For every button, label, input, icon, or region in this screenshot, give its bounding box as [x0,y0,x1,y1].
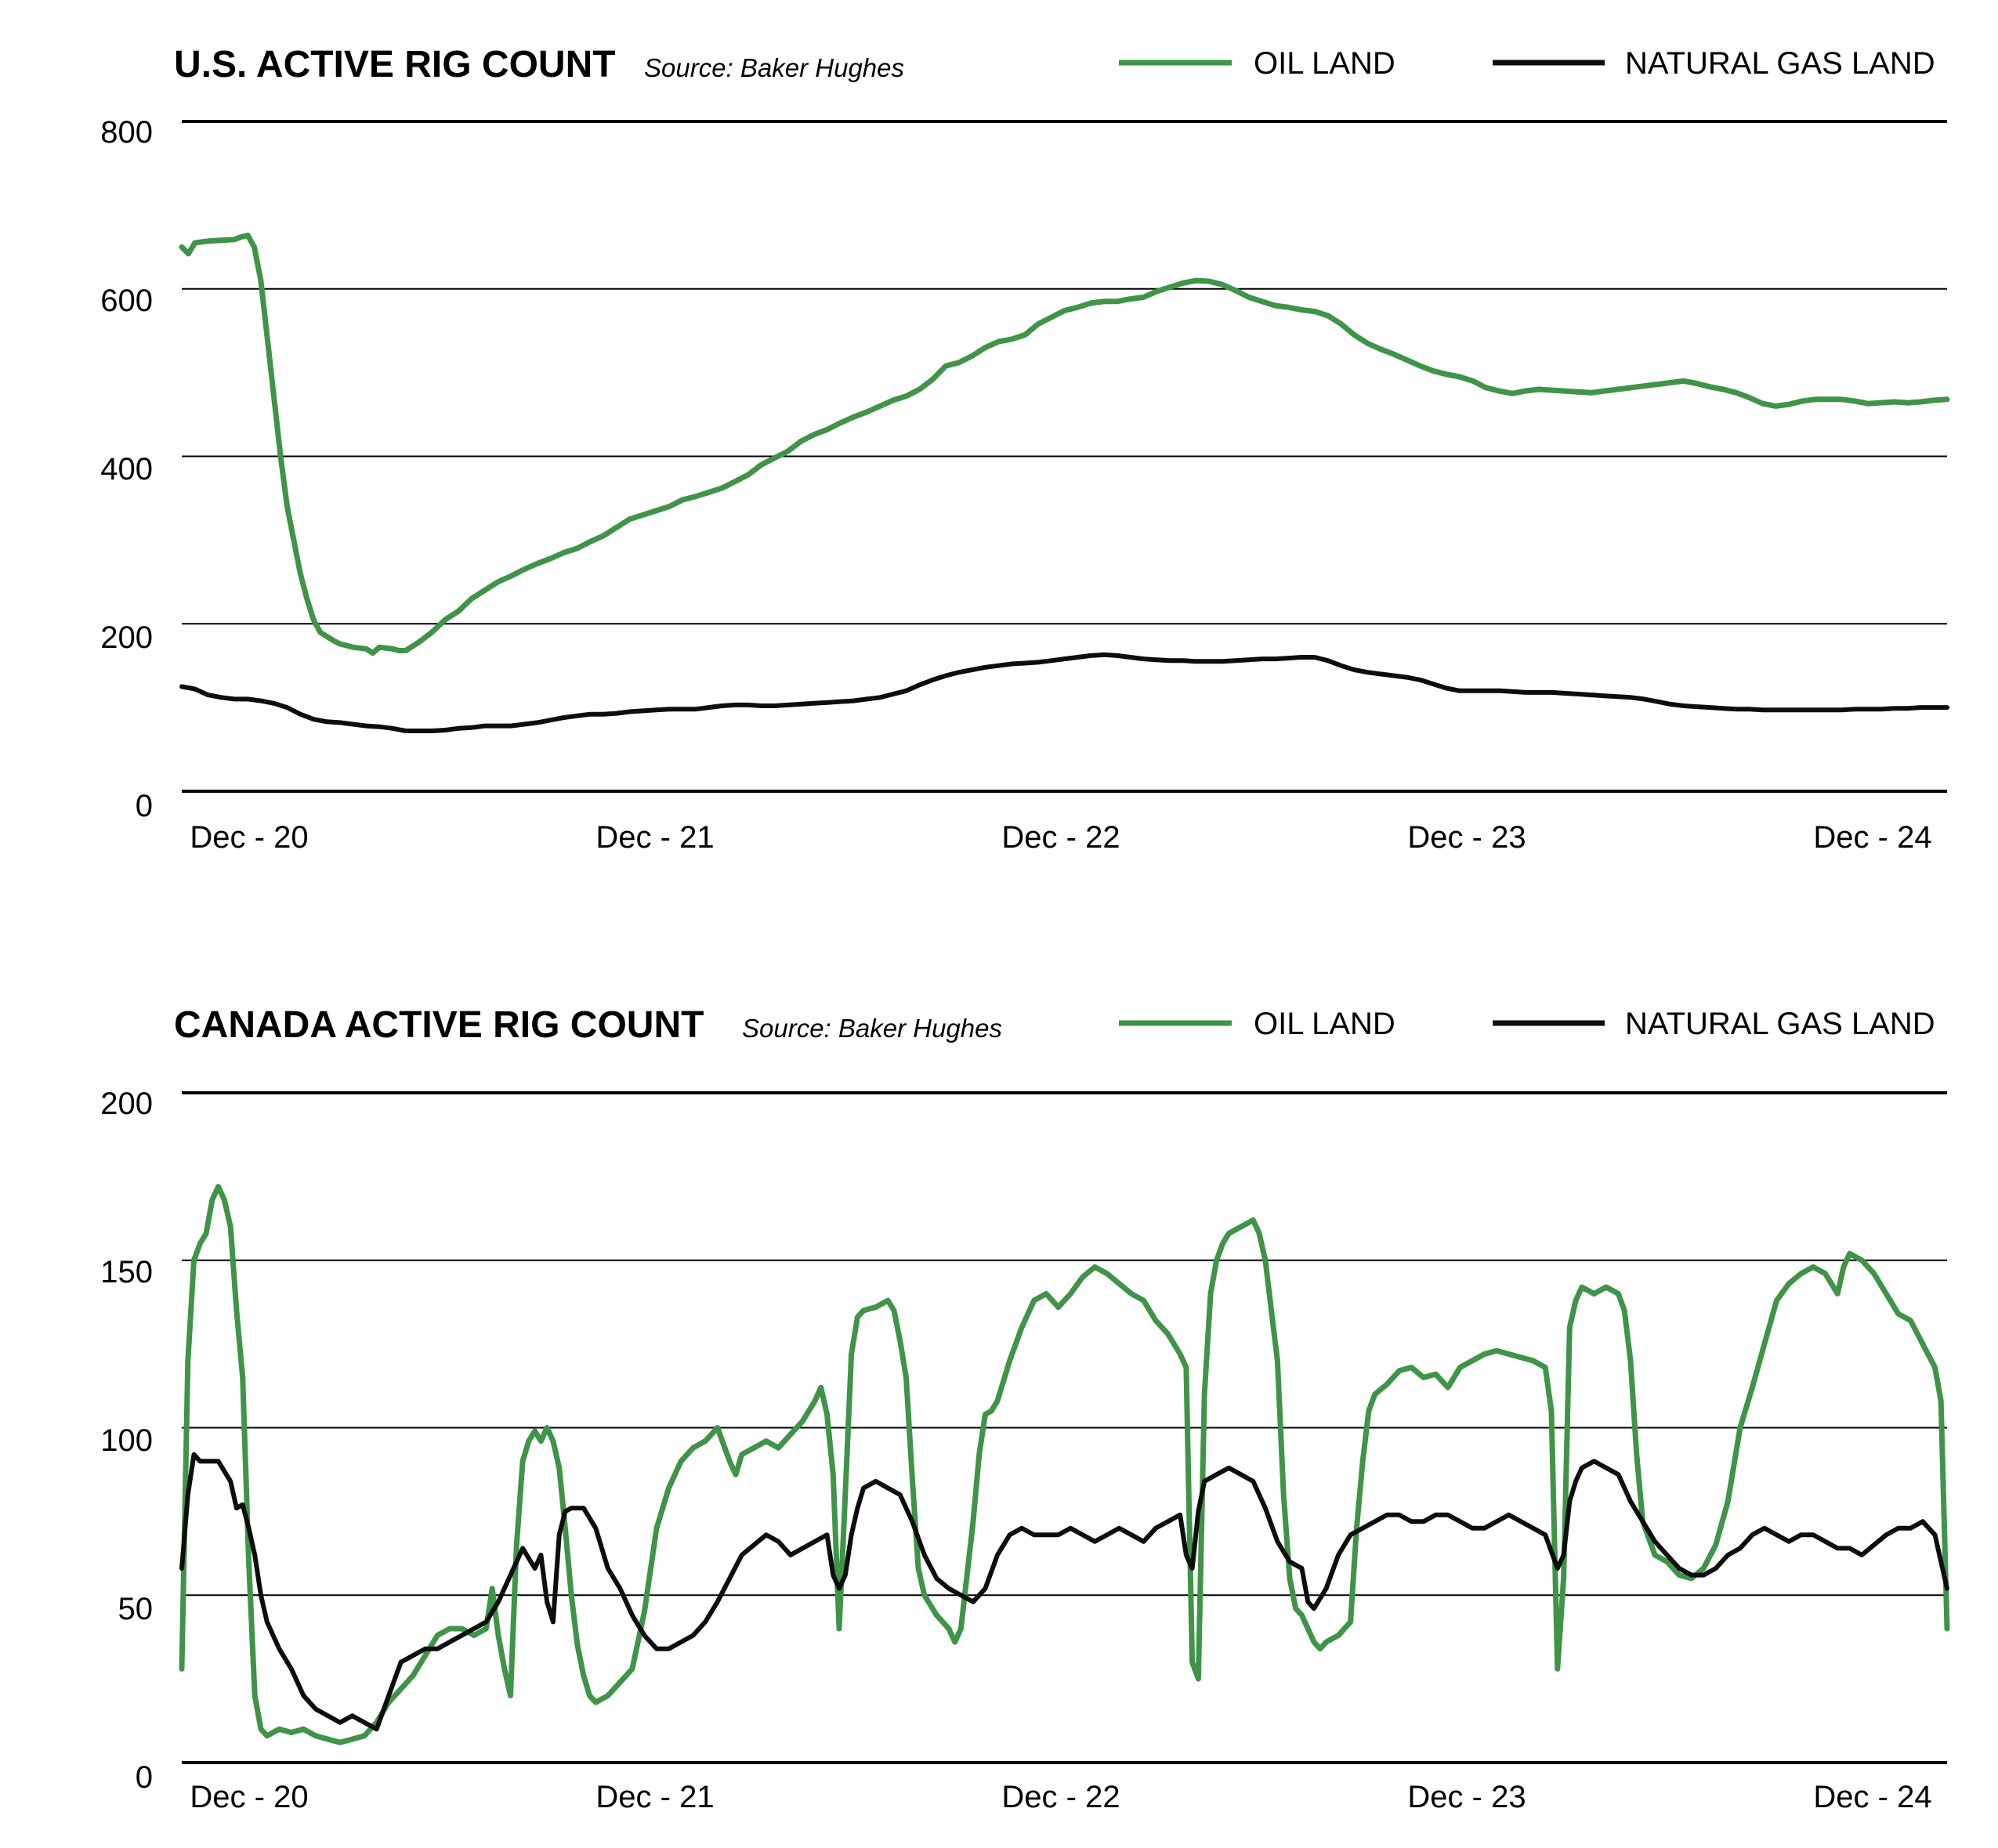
canada-chart-title: CANADA ACTIVE RIG COUNT [174,1004,704,1046]
us-x-tick-label: Dec - 22 [1001,820,1120,855]
canada-y-tick-label: 50 [118,1592,154,1626]
us-y-tick-label: 600 [100,284,153,318]
canada-plot-area: 200 150 100 50 0 Dec - 20 Dec - 21 Dec - 22 Dec … [100,1087,1950,1814]
canada-y-tick-label: 200 [100,1087,153,1121]
canada-x-tick-label: Dec - 20 [190,1780,308,1814]
us-legend-gas-label: NATURAL GAS LAND [1625,46,1935,81]
canada-x-tick-label: Dec - 22 [1001,1780,1120,1814]
canada-oil-land-line [179,1184,1950,1745]
us-y-tick-label: 200 [100,620,153,655]
canada-x-tick-label: Dec - 21 [595,1780,714,1814]
canada-x-tick-label: Dec - 24 [1813,1780,1931,1814]
canada-x-tick-label: Dec - 23 [1407,1780,1526,1814]
canada-chart: CANADA ACTIVE RIG COUNT Source: Baker Hu… [100,1004,1950,1814]
us-legend: OIL LAND NATURAL GAS LAND [1119,46,1935,81]
us-y-tick-label: 0 [136,789,153,823]
us-natural-gas-land-line [179,652,1949,733]
us-x-tick-label: Dec - 20 [190,820,308,855]
us-chart-title: U.S. ACTIVE RIG COUNT [174,44,616,85]
us-chart: U.S. ACTIVE RIG COUNT Source: Baker Hugh… [100,44,1950,855]
canada-legend-oil-label: OIL LAND [1254,1007,1395,1041]
us-x-tick-label: Dec - 21 [595,820,714,855]
canada-natural-gas-land-line [179,1452,1949,1732]
us-chart-source: Source: Baker Hughes [644,53,904,82]
us-x-tick-label: Dec - 23 [1407,820,1526,855]
canada-y-tick-label: 150 [100,1255,153,1289]
us-x-tick-label: Dec - 24 [1813,820,1931,855]
canada-chart-source: Source: Baker Hughes [742,1014,1002,1043]
canada-legend-gas-label: NATURAL GAS LAND [1625,1007,1935,1041]
canada-legend: OIL LAND NATURAL GAS LAND [1119,1007,1935,1041]
us-oil-land-line [179,232,1950,656]
us-legend-oil-label: OIL LAND [1254,46,1395,81]
us-y-tick-label: 400 [100,452,153,486]
canada-y-tick-label: 100 [100,1423,153,1458]
us-plot-area: 800 600 400 200 0 Dec - 20 Dec - 21 Dec - 22 Dec… [100,115,1950,855]
us-y-tick-label: 800 [100,115,153,150]
canada-y-tick-label: 0 [136,1760,153,1795]
